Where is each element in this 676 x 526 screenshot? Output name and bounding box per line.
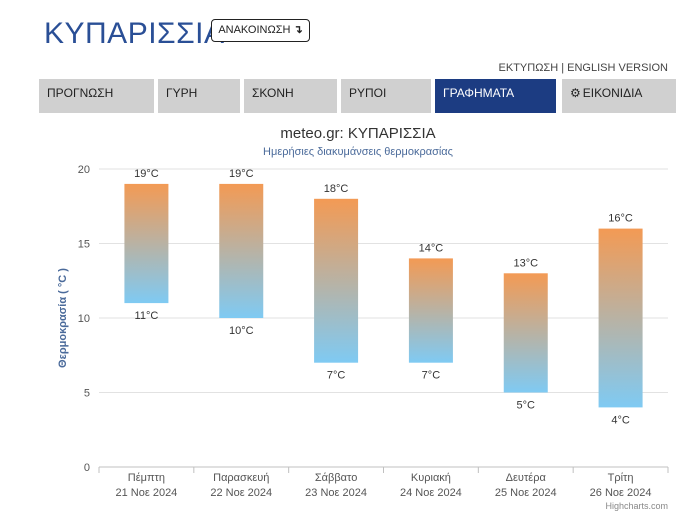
chart-title: meteo.gr: ΚΥΠΑΡΙΣΣΙΑ [280,125,435,142]
x-tick-day: Πέμπτη [128,472,165,484]
tab-charts[interactable]: ΓΡΑΦΗΜΑΤΑ [435,79,556,113]
x-tick-date: 25 Νοε 2024 [495,487,557,499]
temperature-bar[interactable] [219,183,264,318]
x-tick-date: 24 Νοε 2024 [400,487,462,499]
temperature-bar[interactable] [503,273,548,393]
announcement-button[interactable]: ΑΝΑΚΟΙΝΩΣΗ ↴ [211,19,310,42]
announcement-label: ΑΝΑΚΟΙΝΩΣΗ [218,24,291,36]
low-value-label: 7°C [327,370,346,382]
tab-label: ΣΚΟΝΗ [252,86,294,100]
tab-label: ΠΡΟΓΝΩΣΗ [47,86,114,100]
x-tick-day: Κυριακή [411,472,451,484]
x-tick-date: 26 Νοε 2024 [590,487,652,499]
temperature-bar[interactable] [124,183,169,304]
top-links: ΕΚΤΥΠΩΣΗ | ENGLISH VERSION [499,62,668,74]
tab-forecast[interactable]: ΠΡΟΓΝΩΣΗ [39,79,154,113]
low-value-label: 10°C [229,325,254,337]
temperature-bar[interactable] [598,228,643,408]
low-value-label: 4°C [611,414,630,426]
y-axis-label: Θερμοκρασία ( °C ) [57,268,69,368]
tab-label: ΓΡΑΦΗΜΑΤΑ [443,86,515,100]
x-axis: Πέμπτη 21 Νοε 2024 Παρασκευή 22 Νοε 2024 Σάβ… [98,467,669,499]
y-tick-label: 0 [84,462,90,474]
x-tick-day: Δευτέρα [506,472,547,484]
chart-credit[interactable]: Highcharts.com [605,501,668,511]
tab-pollen[interactable]: ΓΥΡΗ [158,79,240,113]
tab-label: ΓΥΡΗ [166,86,198,100]
tab-label: ΡΥΠΟΙ [349,86,387,100]
page-title: ΚΥΠΑΡΙΣΣΙΑ [44,17,225,50]
temperature-bar[interactable] [314,198,359,363]
tab-pollutants[interactable]: ΡΥΠΟΙ [341,79,431,113]
tab-icons[interactable]: ⚙ ΕΙΚΟΝΙΔΙΑ [562,79,676,113]
high-value-label: 16°C [608,213,633,225]
high-value-label: 14°C [419,242,444,254]
high-value-label: 19°C [229,168,254,180]
tab-label: ΕΙΚΟΝΙΔΙΑ [582,86,643,100]
x-tick-date: 21 Νοε 2024 [116,487,178,499]
arrow-down-turn-icon: ↴ [293,24,303,36]
gear-icon: ⚙ [570,86,581,100]
high-value-label: 19°C [134,168,159,180]
low-value-label: 5°C [517,400,536,412]
y-tick-label: 15 [78,239,90,251]
high-value-label: 18°C [324,183,349,195]
x-tick-date: 23 Νοε 2024 [305,487,367,499]
tab-dust[interactable]: ΣΚΟΝΗ [244,79,337,113]
x-tick-day: Παρασκευή [213,472,269,484]
low-value-label: 7°C [422,370,441,382]
high-value-label: 13°C [513,257,538,269]
y-tick-label: 5 [84,388,90,400]
y-tick-label: 10 [78,313,90,325]
x-tick-day: Σάββατο [315,472,357,484]
chart-subtitle: Ημερήσιες διακυμάνσεις θερμοκρασίας [263,146,453,158]
bars: 19°C 11°C 19°C 10°C 18°C 7°C 14°C 7°C 13°C 5°C 16°… [124,168,643,426]
low-value-label: 11°C [135,310,159,322]
x-tick-day: Τρίτη [608,472,634,484]
english-version-link[interactable]: ENGLISH VERSION [567,62,668,74]
temperature-bar[interactable] [408,258,453,363]
x-tick-date: 22 Νοε 2024 [210,487,272,499]
link-separator: | [558,62,568,74]
print-link[interactable]: ΕΚΤΥΠΩΣΗ [498,62,559,74]
y-tick-label: 20 [78,164,90,176]
